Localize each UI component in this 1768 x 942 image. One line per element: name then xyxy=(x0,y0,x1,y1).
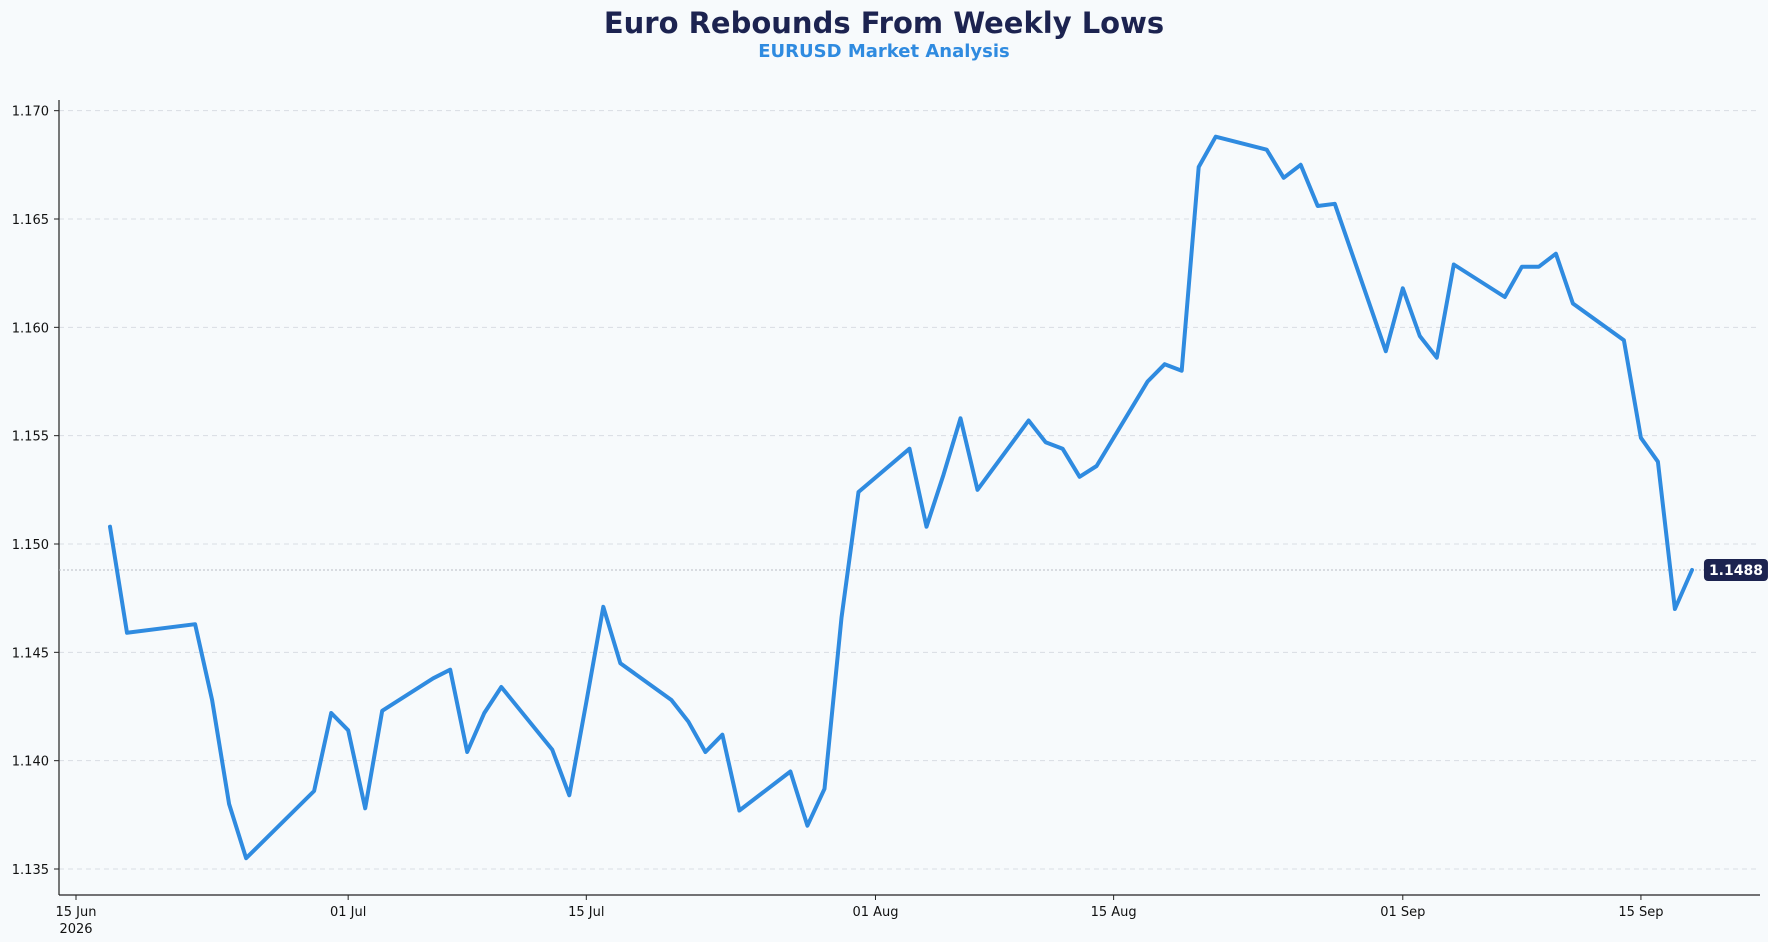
data-point xyxy=(1044,440,1048,444)
data-point xyxy=(669,698,673,702)
data-point xyxy=(1214,135,1218,139)
data-point xyxy=(1656,460,1660,464)
data-point xyxy=(1197,165,1201,169)
data-point xyxy=(1163,362,1167,366)
data-point xyxy=(1537,265,1541,269)
data-point xyxy=(1639,436,1643,440)
data-point xyxy=(244,856,248,860)
data-point xyxy=(108,525,112,529)
data-point xyxy=(1673,607,1677,611)
y-tick-label: 1.145 xyxy=(12,646,49,661)
chart-subtitle: EURUSD Market Analysis xyxy=(758,41,1010,62)
data-point xyxy=(125,631,129,635)
data-point xyxy=(805,824,809,828)
x-tick-label: 01 Sep xyxy=(1380,905,1425,920)
data-point xyxy=(499,685,503,689)
data-point xyxy=(1418,334,1422,338)
x-tick-label: 15 Jul xyxy=(568,905,604,920)
data-point xyxy=(1316,204,1320,208)
data-point xyxy=(1384,349,1388,353)
data-point xyxy=(1520,265,1524,269)
data-point xyxy=(431,676,435,680)
data-point xyxy=(193,622,197,626)
data-point xyxy=(1333,202,1337,206)
data-point xyxy=(720,733,724,737)
data-point xyxy=(1503,295,1507,299)
data-point xyxy=(1622,338,1626,342)
x-tick-label: 15 Jun xyxy=(56,905,97,920)
data-point xyxy=(823,787,827,791)
data-point xyxy=(346,728,350,732)
data-point xyxy=(227,802,231,806)
data-point xyxy=(1571,302,1575,306)
data-point xyxy=(788,770,792,774)
series-line xyxy=(108,134,1694,861)
data-point xyxy=(959,416,963,420)
data-point xyxy=(840,616,844,620)
data-point xyxy=(601,605,605,609)
last-value-label: 1.1488 xyxy=(1709,563,1763,579)
data-point xyxy=(210,698,214,702)
y-tick-label: 1.170 xyxy=(12,105,49,120)
data-point xyxy=(737,809,741,813)
y-tick-label: 1.140 xyxy=(12,755,49,770)
y-tick-label: 1.155 xyxy=(12,430,49,445)
data-point xyxy=(1435,356,1439,360)
x-tick-label: 01 Jul xyxy=(330,905,366,920)
x-tick-label: 15 Sep xyxy=(1618,905,1663,920)
data-point xyxy=(618,661,622,665)
data-point xyxy=(857,490,861,494)
data-point xyxy=(380,709,384,713)
data-point xyxy=(1452,263,1456,267)
data-point xyxy=(1265,148,1269,152)
data-point xyxy=(1401,286,1405,290)
data-point xyxy=(1061,447,1065,451)
data-point xyxy=(1078,475,1082,479)
data-point xyxy=(925,525,929,529)
y-tick-label: 1.135 xyxy=(12,863,49,878)
data-point xyxy=(1554,252,1558,256)
y-tick-label: 1.160 xyxy=(12,321,49,336)
data-point xyxy=(1180,369,1184,373)
data-point xyxy=(908,447,912,451)
data-point xyxy=(584,700,588,704)
x-tick-sublabel: 2026 xyxy=(59,922,92,937)
y-tick-label: 1.165 xyxy=(12,213,49,228)
data-point xyxy=(686,720,690,724)
y-tick-label: 1.150 xyxy=(12,538,49,553)
data-point xyxy=(976,488,980,492)
data-point xyxy=(1282,176,1286,180)
data-point xyxy=(482,711,486,715)
last-value-badge xyxy=(1703,559,1768,581)
data-point xyxy=(465,750,469,754)
data-point xyxy=(703,750,707,754)
data-point xyxy=(1027,419,1031,423)
data-point xyxy=(942,473,946,477)
x-tick-label: 01 Aug xyxy=(852,905,898,920)
data-point xyxy=(567,793,571,797)
data-point xyxy=(1146,380,1150,384)
data-point xyxy=(329,711,333,715)
x-tick-label: 15 Aug xyxy=(1091,905,1137,920)
data-point xyxy=(1299,163,1303,167)
chart-title: Euro Rebounds From Weekly Lows xyxy=(603,6,1165,40)
data-point xyxy=(448,668,452,672)
data-point xyxy=(312,789,316,793)
data-point xyxy=(550,748,554,752)
data-point xyxy=(1095,464,1099,468)
data-point xyxy=(1690,568,1694,572)
data-point xyxy=(363,806,367,810)
